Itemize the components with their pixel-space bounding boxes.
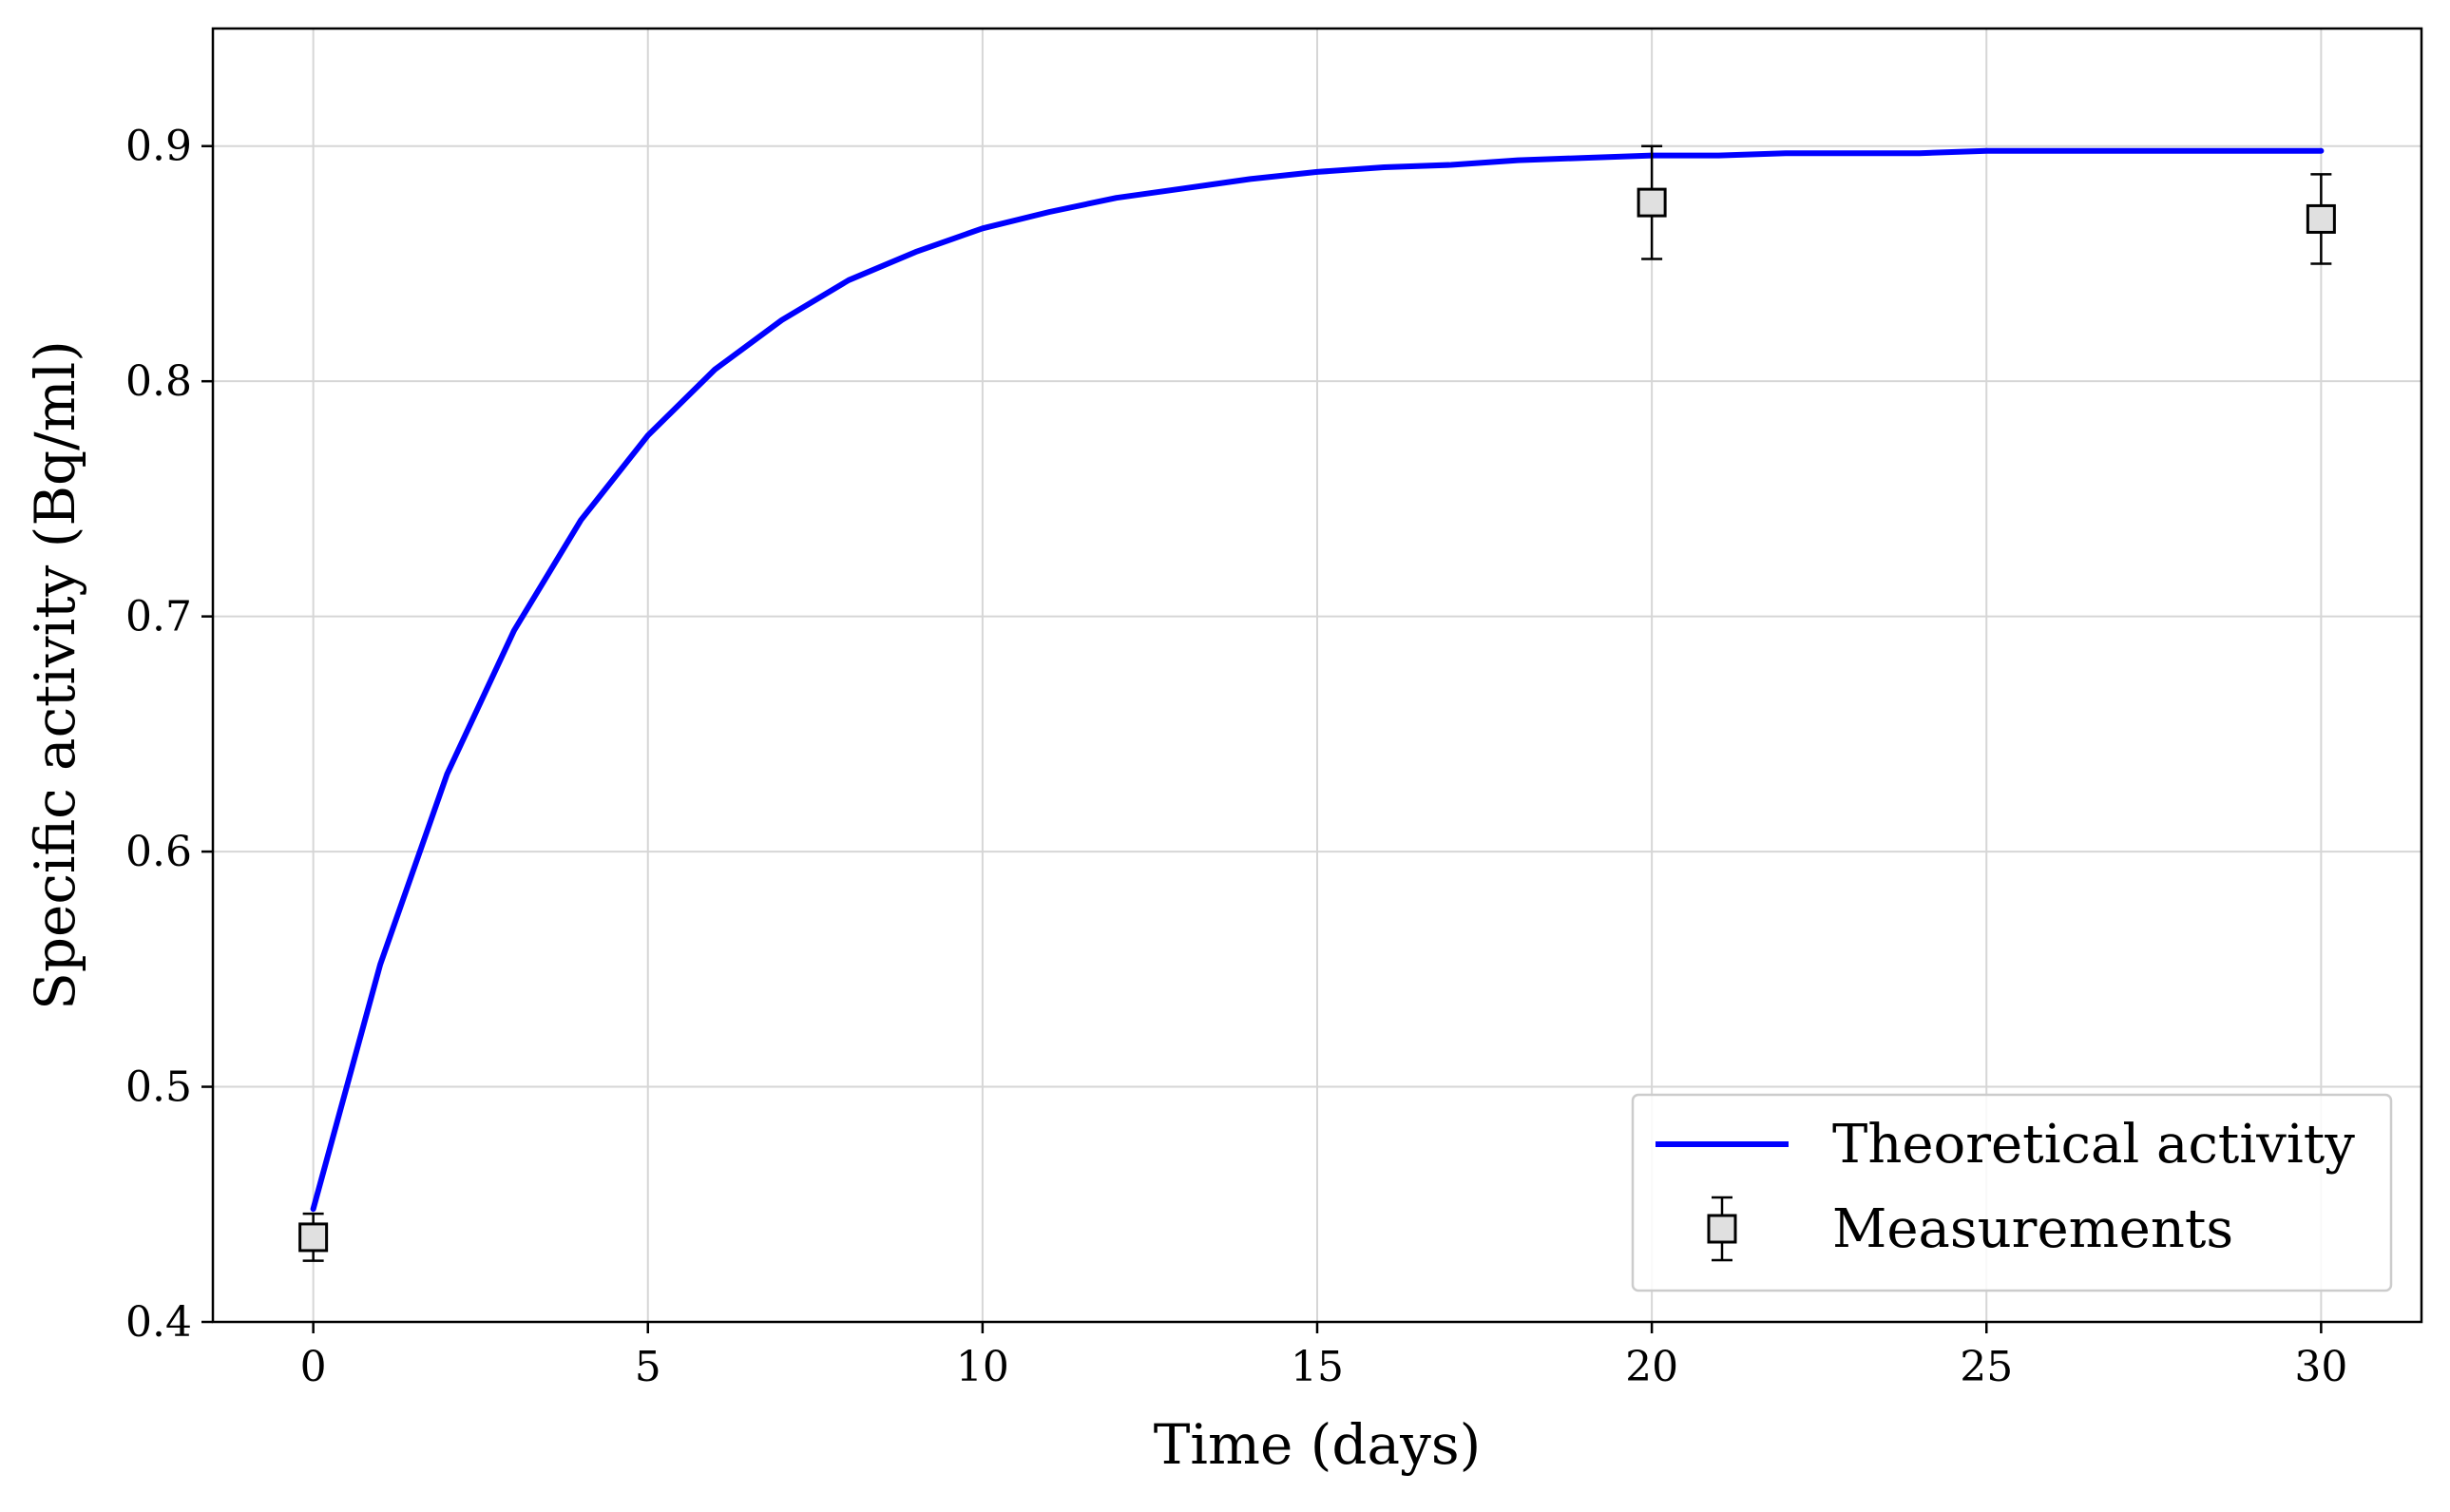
legend: Theoretical activity Measurements (1631, 1093, 2393, 1292)
y-tick-label: 0.5 (125, 1063, 192, 1112)
x-tick-label: 20 (1625, 1343, 1678, 1391)
y-tick-label: 0.9 (125, 123, 192, 171)
measurement-point (1637, 144, 1667, 260)
y-tick-label: 0.6 (125, 828, 192, 876)
y-axis-label: Specific activity (Bq/ml) (23, 340, 87, 1010)
plot-frame (211, 27, 2423, 1324)
y-tick-label: 0.7 (125, 593, 192, 641)
measurement-marker (1637, 187, 1667, 218)
x-tick-label: 30 (2294, 1343, 2347, 1391)
x-axis-label: Time (days) (1154, 1412, 1482, 1477)
x-tick-label: 25 (1960, 1343, 2013, 1391)
legend-label-measurements: Measurements (1832, 1198, 2233, 1260)
legend-marker (1707, 1214, 1737, 1244)
legend-label-theoretical: Theoretical activity (1832, 1114, 2355, 1176)
series-line-theoretical (310, 147, 2325, 1213)
x-tick-label: 10 (956, 1343, 1009, 1391)
plot-series (298, 144, 2336, 1262)
x-axis-ticks: 0 5 10 15 20 25 30 (300, 1322, 2347, 1391)
legend-box (1631, 1093, 2393, 1292)
y-axis-ticks: 0.4 0.5 0.6 0.7 0.8 0.9 (125, 123, 213, 1347)
x-tick-label: 15 (1291, 1343, 1344, 1391)
y-tick-label: 0.4 (125, 1298, 192, 1347)
legend-swatch-measurements (1707, 1196, 1737, 1262)
measurement-marker (2306, 203, 2336, 234)
x-tick-label: 5 (635, 1343, 661, 1391)
measurement-point (298, 1212, 329, 1262)
measurement-point (2306, 173, 2336, 265)
y-tick-label: 0.8 (125, 357, 192, 406)
x-tick-label: 0 (300, 1343, 327, 1391)
measurement-marker (298, 1222, 329, 1253)
